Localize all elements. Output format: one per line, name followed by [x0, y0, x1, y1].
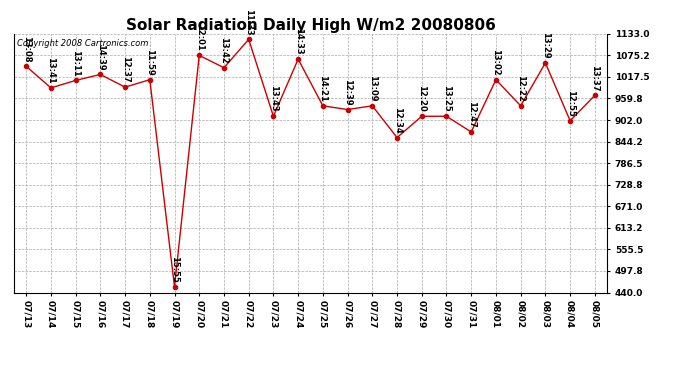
- Text: 13:42: 13:42: [219, 37, 228, 63]
- Text: 13:43: 13:43: [269, 86, 278, 112]
- Text: 14:33: 14:33: [294, 28, 303, 55]
- Text: Copyright 2008 Cartronics.com: Copyright 2008 Cartronics.com: [17, 39, 148, 48]
- Text: 14:21: 14:21: [318, 75, 327, 102]
- Text: 13:41: 13:41: [46, 57, 55, 84]
- Text: 12:34: 12:34: [393, 106, 402, 134]
- Text: 12:39: 12:39: [343, 79, 352, 105]
- Text: 12:22: 12:22: [516, 75, 525, 102]
- Text: 11:33: 11:33: [244, 9, 253, 35]
- Text: 12:37: 12:37: [121, 56, 130, 83]
- Text: 13:25: 13:25: [442, 86, 451, 112]
- Text: 13:02: 13:02: [491, 49, 500, 75]
- Text: 12:20: 12:20: [417, 86, 426, 112]
- Title: Solar Radiation Daily High W/m2 20080806: Solar Radiation Daily High W/m2 20080806: [126, 18, 495, 33]
- Text: 12:01: 12:01: [195, 24, 204, 51]
- Text: 12:55: 12:55: [566, 90, 575, 117]
- Text: 13:11: 13:11: [71, 50, 80, 76]
- Text: 13:08: 13:08: [21, 36, 30, 62]
- Text: 12:47: 12:47: [466, 101, 475, 128]
- Text: 15:55: 15:55: [170, 256, 179, 283]
- Text: 11:59: 11:59: [146, 49, 155, 75]
- Text: 13:29: 13:29: [541, 32, 550, 59]
- Text: 14:39: 14:39: [96, 44, 105, 70]
- Text: 13:37: 13:37: [591, 65, 600, 91]
- Text: 13:09: 13:09: [368, 75, 377, 102]
